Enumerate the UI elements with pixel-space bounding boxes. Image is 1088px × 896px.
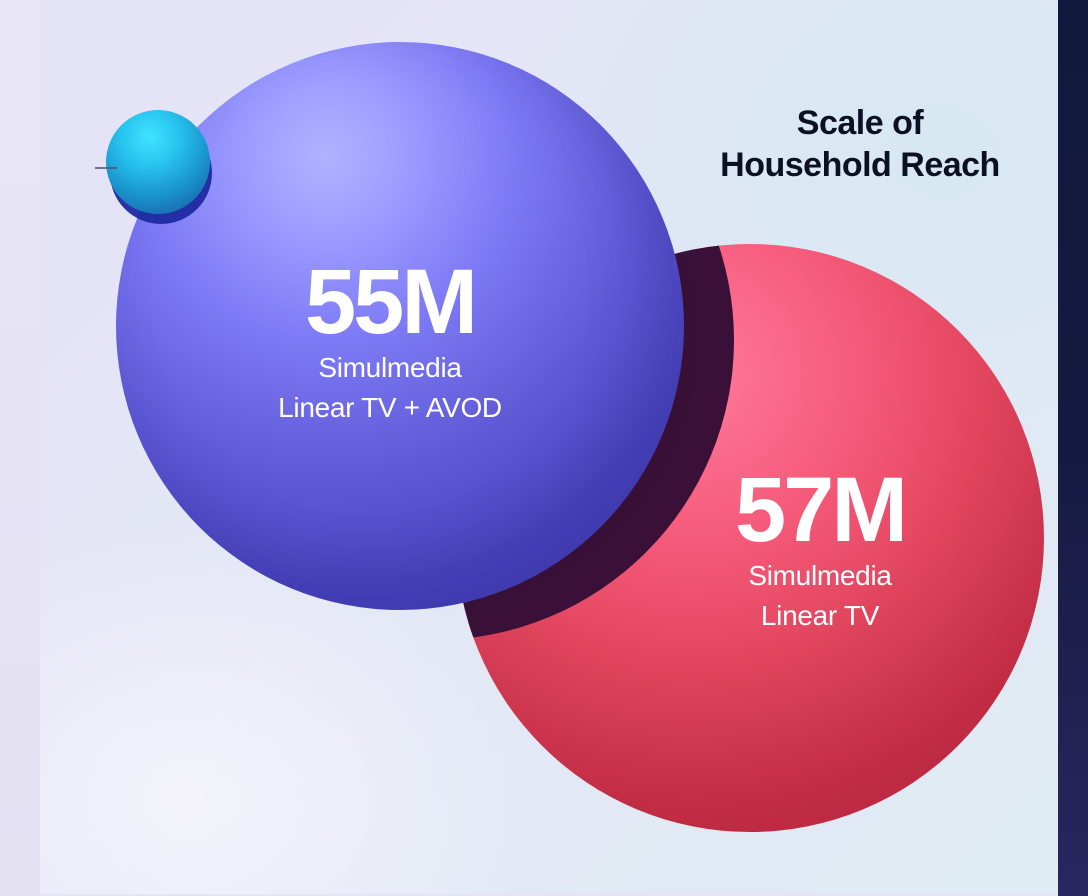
linear-tv-avod-circle (116, 42, 684, 610)
stat-label-line-2: Linear TV (760, 600, 880, 631)
right-dark-frame (1058, 0, 1088, 896)
title-line-2: Household Reach (720, 146, 1000, 184)
left-background-strip (0, 0, 40, 896)
reach-infographic: Scale of Household Reach 55M Simulmedia … (40, 0, 1058, 894)
stat-label-line-1: Simulmedia (318, 352, 462, 383)
stat-linear-tv-avod: 55M Simulmedia Linear TV + AVOD (240, 256, 540, 428)
stat-label-line-1: Simulmedia (748, 560, 892, 591)
stat-linear-tv: 57M Simulmedia Linear TV (670, 464, 970, 636)
stat-label-line-2: Linear TV + AVOD (278, 392, 502, 423)
infographic-title: Scale of Household Reach (660, 102, 1058, 186)
stat-value: 55M (305, 251, 478, 353)
sphere-tick-mark (95, 167, 117, 169)
cyan-sphere-icon (106, 110, 210, 214)
stat-value: 57M (735, 459, 908, 561)
title-line-1: Scale of (796, 104, 924, 142)
